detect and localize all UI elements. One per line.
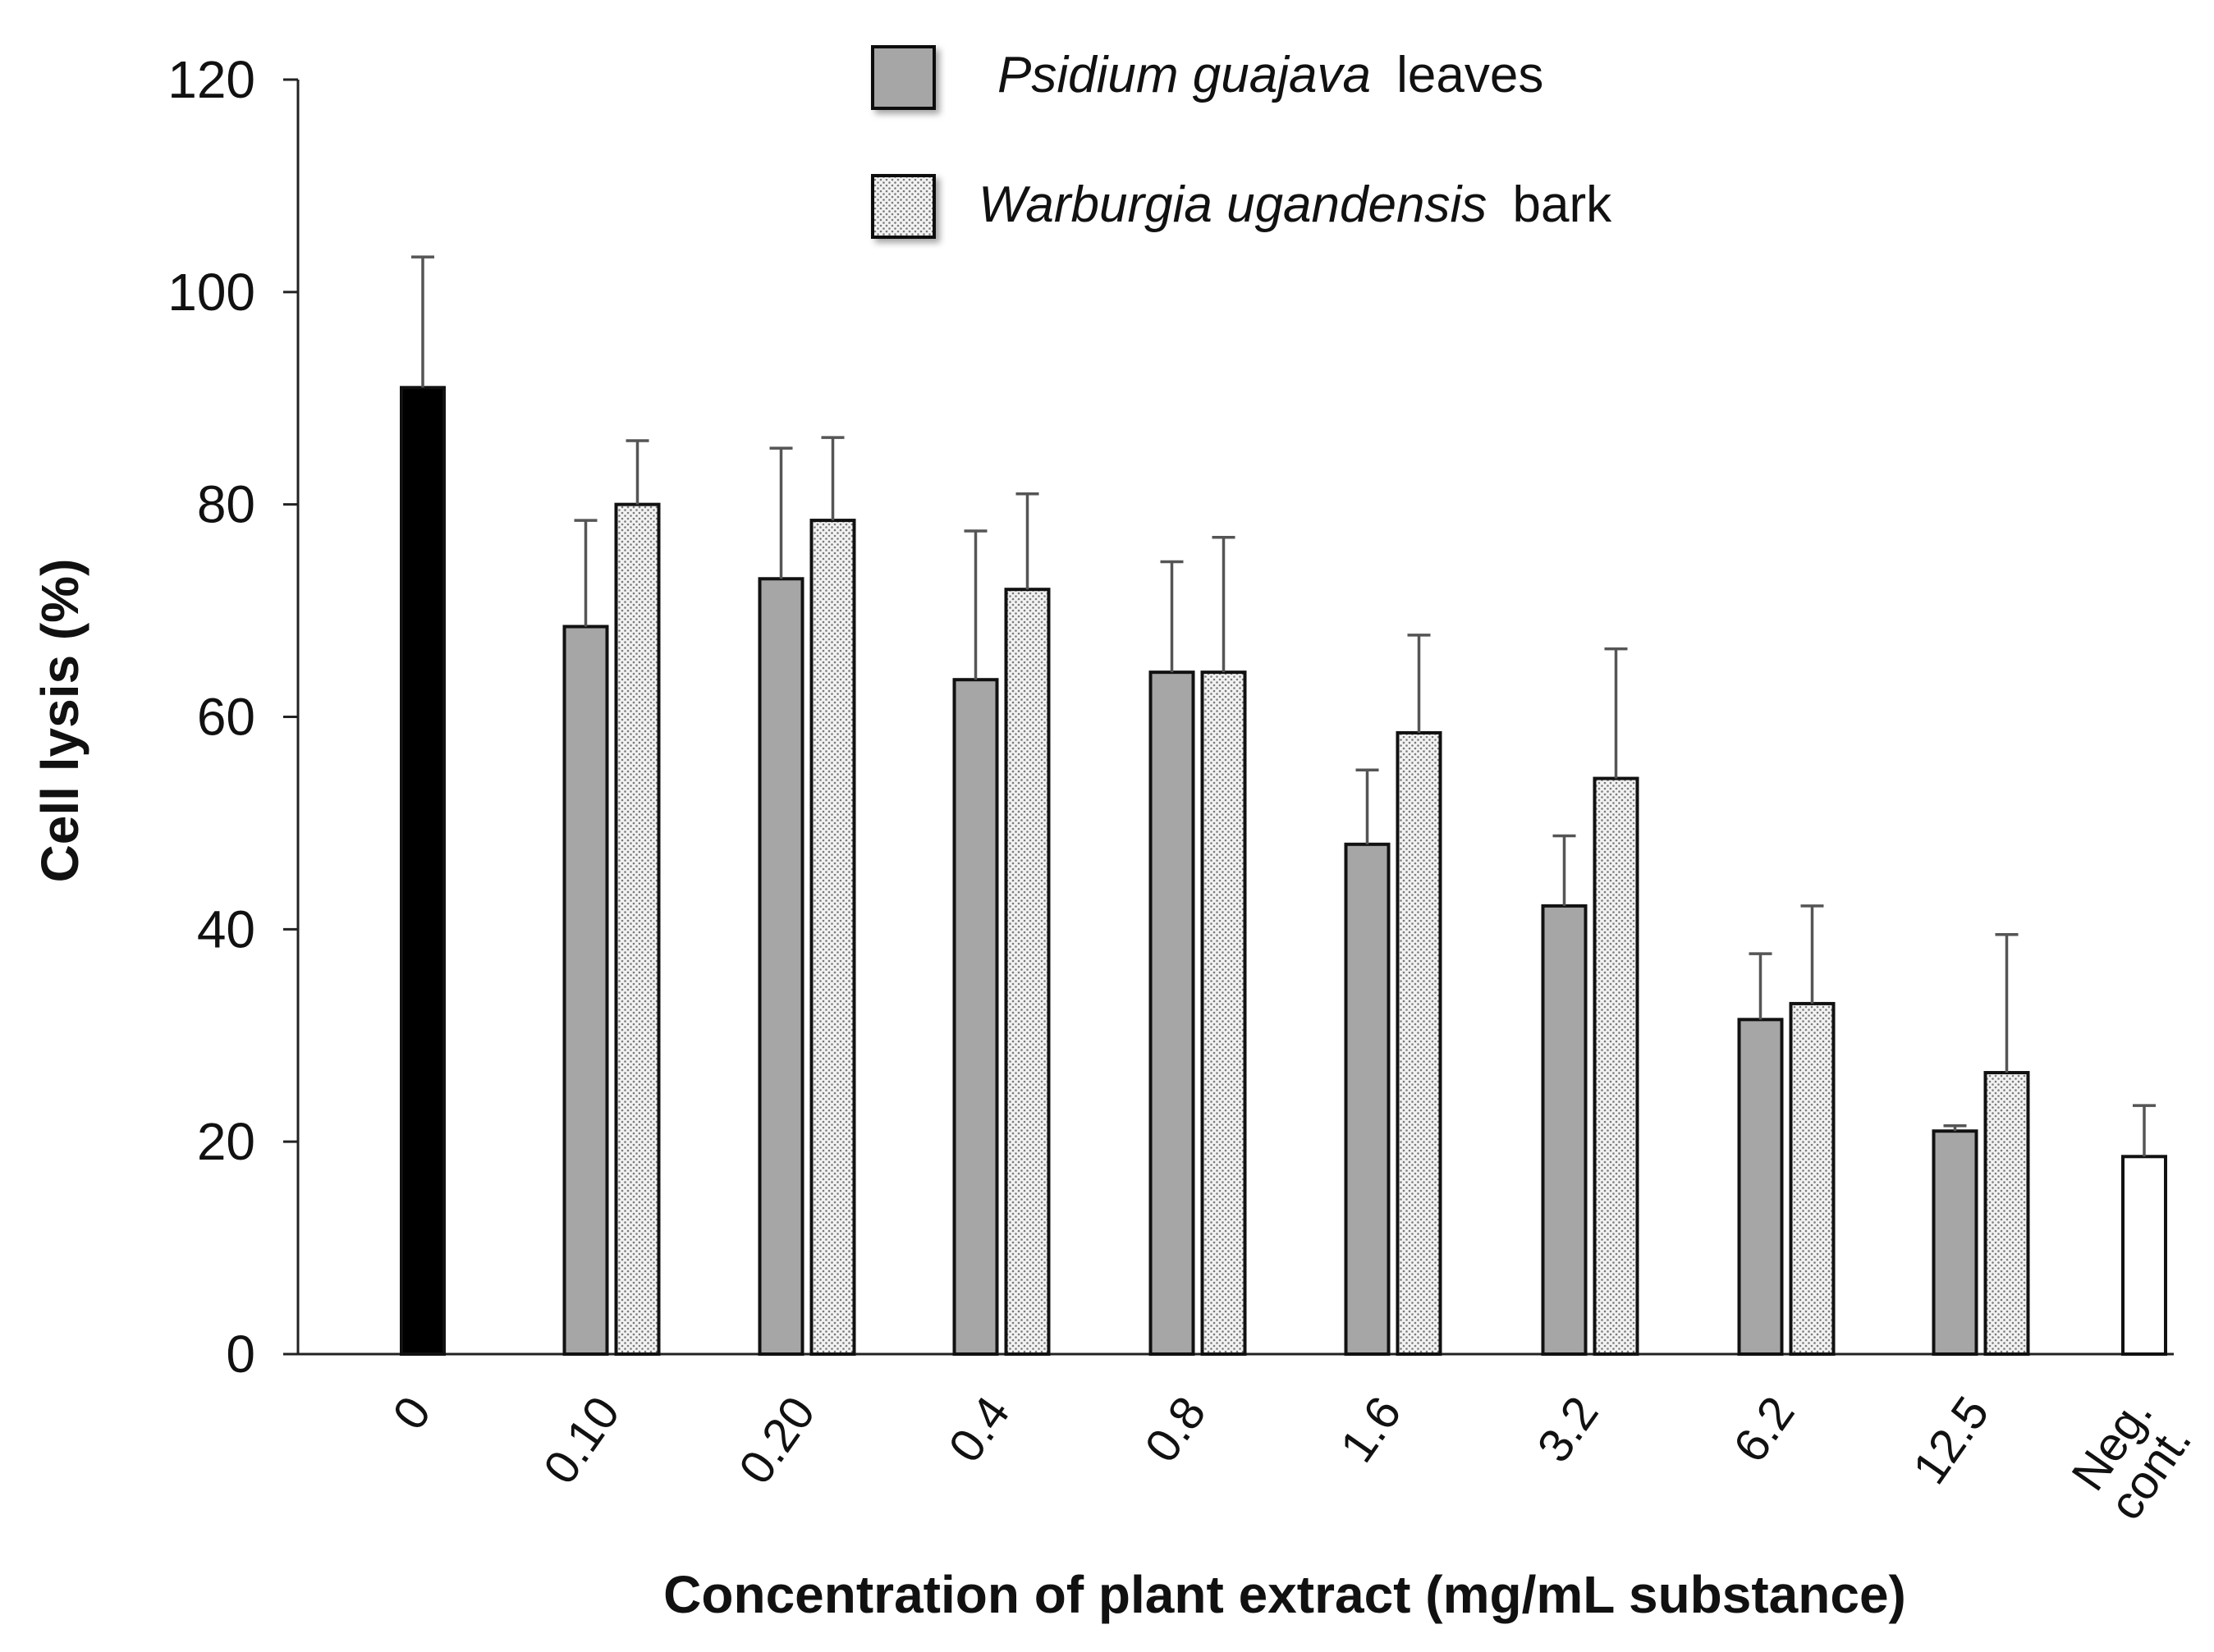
y-tick-label: 40: [197, 899, 255, 959]
legend-swatch-warburgia: [871, 174, 936, 239]
x-tick-label: Neg.cont.: [2060, 1387, 2202, 1530]
y-tick-label: 100: [167, 263, 255, 322]
bars-layer: [400, 255, 2167, 1357]
x-tick-label: 0: [383, 1387, 442, 1439]
bar-psidium-guajava: [758, 577, 804, 1356]
x-tick-label: 0.20: [729, 1387, 826, 1494]
bar-warburgia-ugandensis: [1200, 670, 1247, 1356]
bar-warburgia-ugandensis: [1789, 1001, 1836, 1357]
x-tick-label: 0.8: [1135, 1387, 1216, 1471]
legend-label-warburgia-plain: bark: [1512, 176, 1612, 233]
bar-psidium-guajava: [1932, 1129, 1978, 1356]
x-tick-label: 0.4: [938, 1387, 1020, 1471]
y-tick-label: 80: [197, 475, 255, 534]
bar-warburgia-ugandensis: [1004, 588, 1051, 1356]
bar-warburgia-ugandensis: [1983, 1071, 2030, 1356]
x-tick-label: 6.2: [1723, 1387, 1804, 1471]
bar-neg-cont: [2121, 1155, 2167, 1357]
y-axis-title: Cell lysis (%): [30, 559, 89, 883]
legend-label-psidium: Psidium guajava leaves: [997, 47, 1543, 103]
y-tick-label: 20: [197, 1112, 255, 1171]
bar-psidium-guajava: [1541, 904, 1588, 1356]
x-tick-label: 12.5: [1903, 1387, 2000, 1494]
bar-psidium-guajava: [1148, 670, 1195, 1356]
bar-0: [400, 386, 446, 1356]
legend: Psidium guajava leaves Warburgia uganden…: [871, 45, 1612, 239]
y-tick-label: 120: [167, 50, 255, 109]
bar-warburgia-ugandensis: [1593, 776, 1639, 1356]
bar-psidium-guajava: [1737, 1018, 1784, 1357]
legend-label-warburgia: Warburgia ugandensis bark: [979, 176, 1612, 233]
bar-warburgia-ugandensis: [614, 502, 661, 1357]
x-tick-label: 1.6: [1330, 1387, 1411, 1471]
x-tick-label: 3.2: [1527, 1387, 1608, 1471]
x-axis-title: Concentration of plant extract (mg/mL su…: [663, 1565, 1906, 1624]
y-axis-ticks: 0 20 40 60 80 100 120: [167, 50, 298, 1384]
bar-warburgia-ugandensis: [1396, 730, 1442, 1356]
y-tick-label: 0: [226, 1325, 255, 1384]
bar-psidium-guajava: [952, 678, 999, 1356]
legend-swatch-psidium: [871, 45, 936, 110]
y-tick-label: 60: [197, 688, 255, 747]
bar-psidium-guajava: [562, 625, 609, 1356]
legend-label-warburgia-italic: Warburgia ugandensis: [979, 176, 1487, 233]
legend-label-psidium-plain: leaves: [1396, 47, 1543, 103]
bar-warburgia-ugandensis: [809, 519, 856, 1356]
x-tick-label: 0.10: [534, 1387, 630, 1494]
legend-label-psidium-italic: Psidium guajava: [997, 47, 1371, 103]
bar-psidium-guajava: [1344, 842, 1391, 1357]
x-axis-tick-labels: 0 0.10 0.20 0.4 0.8 1.6 3.2 6.2 12.5 Neg.cont.: [383, 1387, 2202, 1530]
